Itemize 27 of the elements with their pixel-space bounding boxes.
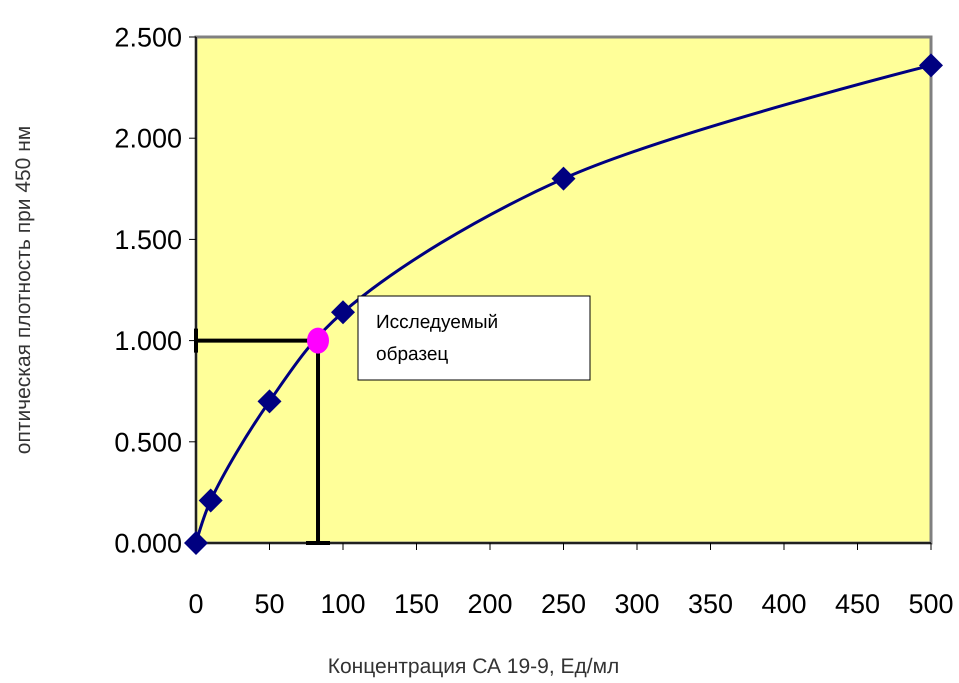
x-tick-label: 350 <box>688 589 734 619</box>
x-tick-label: 50 <box>254 589 285 619</box>
x-tick-label: 400 <box>761 589 807 619</box>
point <box>552 166 576 191</box>
y-tick-label: 0.000 <box>114 528 182 558</box>
x-tick-label: 200 <box>467 589 513 619</box>
x-tick-label: 300 <box>614 589 660 619</box>
x-tick-label: 100 <box>320 589 366 619</box>
y-tick-label: 2.500 <box>114 22 182 52</box>
annotation: Исследуемый образец <box>376 312 498 365</box>
x-tick-label: 150 <box>394 589 440 619</box>
point <box>184 531 208 555</box>
x-tick-label: 0 <box>188 589 204 619</box>
y-axis-title: оптическая плотность при 450 нм <box>12 126 35 454</box>
y-tick-label: 0.500 <box>114 427 182 458</box>
point <box>198 488 223 512</box>
point <box>258 389 282 414</box>
x-tick-label: 250 <box>540 589 586 619</box>
point <box>331 300 355 324</box>
x-tick-label: 500 <box>908 589 954 619</box>
y-tick-label: 1.000 <box>114 326 182 356</box>
point <box>919 53 943 78</box>
y-tick-label: 1.500 <box>114 224 182 255</box>
point <box>307 328 330 354</box>
x-axis-title: Концентрация СА 19-9, Ед/мл <box>328 655 620 678</box>
x-tick-label: 450 <box>834 589 880 619</box>
y-tick-label: 2.000 <box>114 124 182 154</box>
